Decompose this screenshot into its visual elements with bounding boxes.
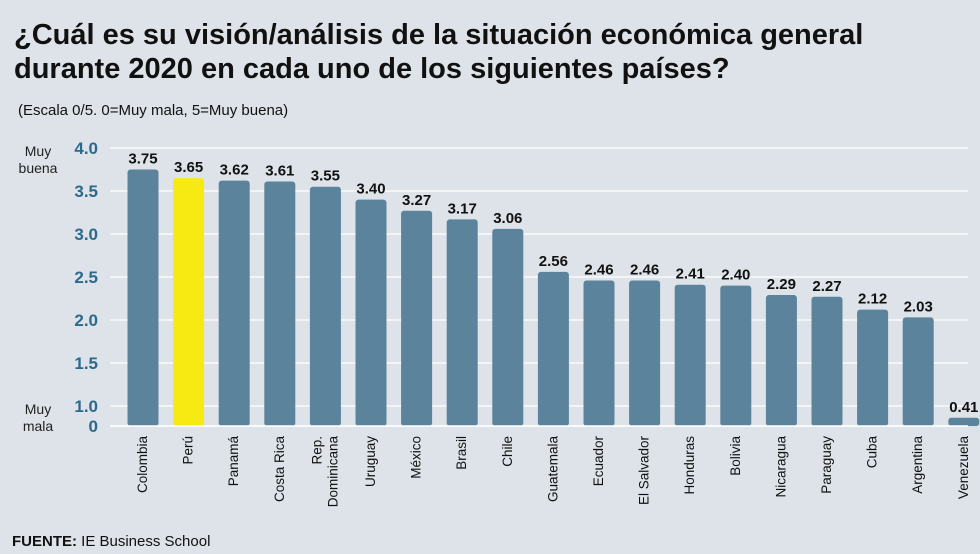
value-label: 3.62 <box>220 162 249 179</box>
value-label: 2.46 <box>584 261 613 278</box>
chart-title: ¿Cuál es su visión/análisis de la situac… <box>14 19 864 85</box>
y-tick-label: 0 <box>89 417 98 436</box>
bar <box>857 309 889 426</box>
category-label: Panamá <box>226 436 241 487</box>
bar <box>309 186 341 426</box>
y-tick-label: 4.0 <box>74 139 98 158</box>
y-tick-label: 3.5 <box>74 182 98 201</box>
bar <box>355 199 387 426</box>
value-label: 3.40 <box>356 181 385 198</box>
value-label: 2.12 <box>858 291 887 308</box>
value-label: 3.06 <box>493 210 522 227</box>
bar <box>902 317 934 426</box>
bar <box>811 296 843 426</box>
y-bottom-end-label: Muy mala <box>23 401 54 434</box>
y-tick-label: 2.0 <box>74 311 98 330</box>
value-label: 2.56 <box>539 253 568 270</box>
bar <box>583 280 615 426</box>
bar <box>537 271 569 426</box>
y-top-end-label: Muy buena <box>19 143 58 176</box>
bar <box>629 280 661 426</box>
source-text: IE Business School <box>77 533 211 550</box>
y-tick-label: 3.0 <box>74 225 98 244</box>
source-note: FUENTE: IE Business School <box>12 533 210 550</box>
bar <box>218 180 250 426</box>
category-label: Nicaragua <box>773 436 788 498</box>
category-label: Colombia <box>135 436 150 494</box>
category-label: Guatemala <box>545 436 560 503</box>
bar <box>127 169 159 426</box>
value-label: 2.29 <box>767 276 796 293</box>
bar <box>492 228 524 426</box>
y-tick-label: 1.0 <box>74 397 98 416</box>
category-label: Perú <box>181 436 196 465</box>
category-label: Rep.Dominicana <box>309 436 340 508</box>
source-label: FUENTE: <box>12 533 77 550</box>
value-label: 2.40 <box>721 267 750 284</box>
category-label: Bolivia <box>728 436 743 476</box>
category-label: México <box>409 436 424 479</box>
value-label: 3.75 <box>128 151 157 168</box>
category-label: Cuba <box>865 436 880 469</box>
value-label: 0.41 <box>949 399 978 416</box>
bar-chart: 01.0 1.5 2.0 2.5 3.0 3.5 4.0 Muy buena Muy mala 3.7… <box>19 139 980 508</box>
bar <box>264 181 296 426</box>
value-label: 3.55 <box>311 168 340 185</box>
value-label: 3.27 <box>402 192 431 209</box>
bar <box>446 219 478 426</box>
category-label: Venezuela <box>956 436 971 500</box>
y-tick-label: 1.5 <box>74 354 98 373</box>
category-label: Chile <box>500 436 515 467</box>
category-label: Honduras <box>682 436 697 495</box>
value-label: 3.65 <box>174 159 203 176</box>
value-label: 2.27 <box>812 278 841 295</box>
bar <box>674 284 706 426</box>
category-label: Costa Rica <box>272 436 287 503</box>
value-label: 2.41 <box>676 266 705 283</box>
category-label: Brasil <box>454 436 469 470</box>
bar <box>173 178 205 426</box>
category-label: Paraguay <box>819 436 834 494</box>
value-label: 3.17 <box>448 200 477 217</box>
category-label: El Salvador <box>637 436 652 506</box>
bar <box>401 210 433 426</box>
category-label: Uruguay <box>363 436 378 487</box>
bar <box>765 295 797 426</box>
value-label: 2.03 <box>904 298 933 315</box>
category-label: Ecuador <box>591 436 606 487</box>
chart-subtitle: (Escala 0/5. 0=Muy mala, 5=Muy buena) <box>18 102 289 119</box>
y-tick-label: 2.5 <box>74 268 98 287</box>
bar <box>720 285 752 426</box>
value-label: 2.46 <box>630 261 659 278</box>
bar <box>948 417 980 426</box>
category-label: Argentina <box>910 436 925 494</box>
value-label: 3.61 <box>265 163 294 180</box>
